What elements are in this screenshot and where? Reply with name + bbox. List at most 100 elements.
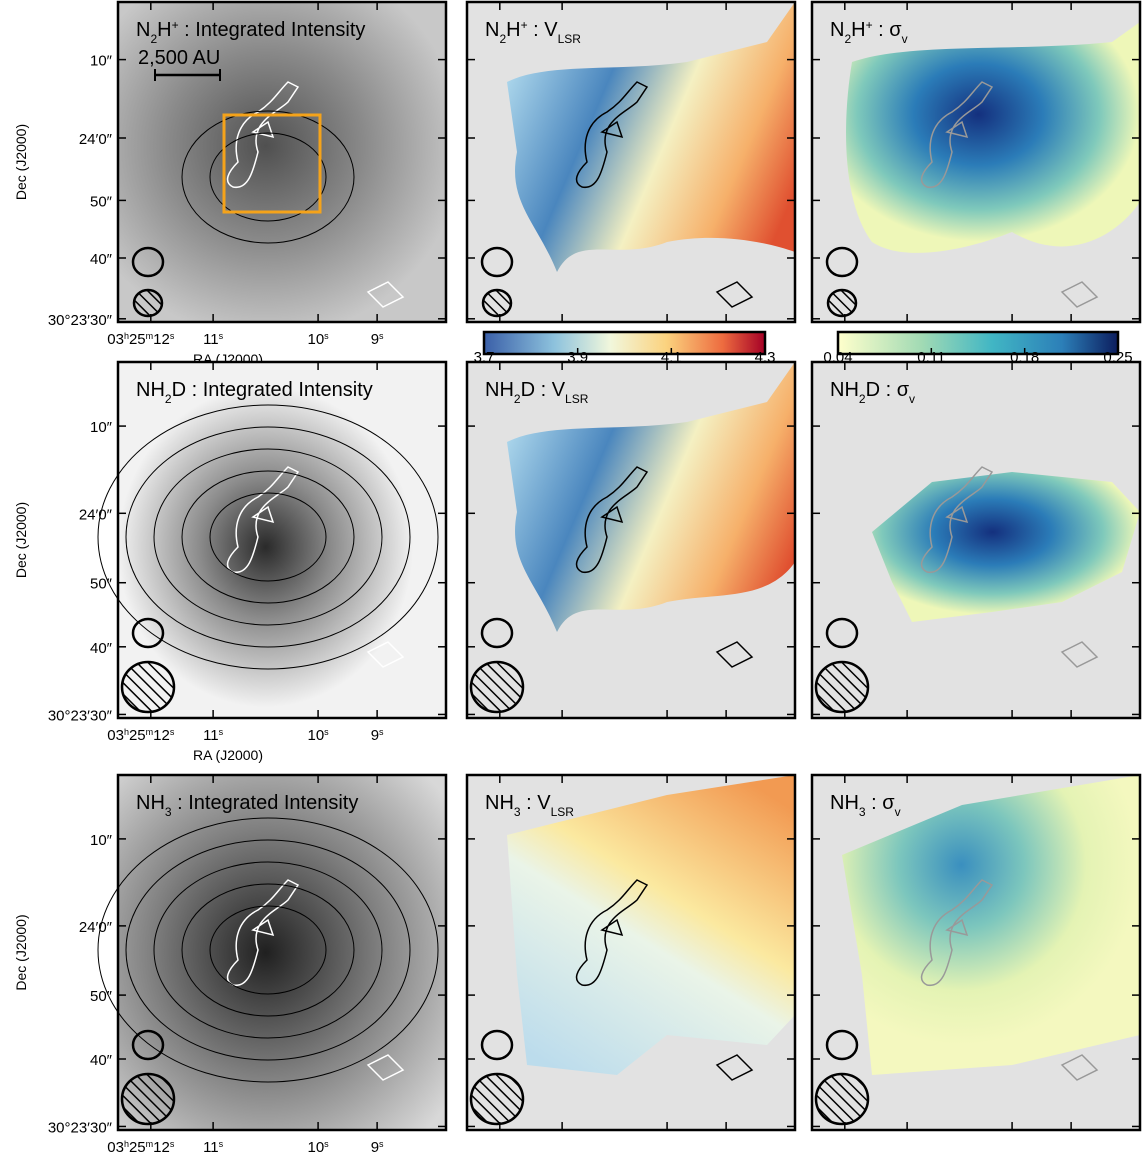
text-run: 2: [150, 32, 157, 46]
x-tick-label: 03h25m12s: [107, 331, 175, 348]
text-run: 3: [514, 805, 521, 819]
text-run: s: [379, 1139, 384, 1149]
colorbar: [482, 330, 767, 356]
text-run: 11: [203, 1139, 219, 1154]
text-run: LSR: [558, 32, 582, 46]
text-run: 9: [371, 1139, 379, 1154]
beam: [825, 246, 859, 278]
y-tick-label: 50″: [90, 193, 113, 210]
text-run: NH: [485, 792, 514, 814]
x-tick-label: 10s: [307, 331, 329, 348]
y-tick-label: 40″: [90, 251, 113, 268]
text-run: 9: [371, 331, 379, 348]
panel-frame: [810, 0, 1142, 324]
y-tick-label: 30°23′30″: [48, 1119, 113, 1136]
text-run: 03: [107, 727, 124, 744]
contour: [715, 1054, 754, 1081]
intensity-contour: [125, 426, 411, 648]
x-tick-label: 11s: [203, 1139, 224, 1154]
beam: [480, 1029, 514, 1061]
contour: [575, 81, 649, 188]
contour: [1060, 281, 1099, 308]
beam-hatched: [132, 288, 164, 318]
text-run: 25: [129, 1139, 146, 1154]
text-run: 2: [514, 392, 521, 406]
text-run: 12: [153, 1139, 170, 1154]
beam-hatched: [469, 660, 525, 714]
text-run: s: [219, 727, 224, 737]
text-run: NH: [485, 379, 514, 401]
panel: N2H+ : VLSR: [465, 0, 797, 324]
panel-frame: [116, 773, 448, 1132]
text-run: H: [506, 19, 520, 41]
x-tick-label: 03h25m12s: [107, 1139, 175, 1154]
y-axis-label: Dec (J2000): [13, 124, 29, 200]
text-run: 25: [129, 727, 146, 744]
text-run: LSR: [565, 392, 589, 406]
panel: NH2D : Integrated Intensity 10″ 24′0″ 50″ 40…: [13, 360, 448, 763]
panel: N2H+ : Integrated Intensity 10″ 24′0″ 50″ 40…: [13, 0, 448, 367]
intensity-contour: [209, 905, 327, 995]
text-run: N: [830, 19, 844, 41]
intensity-contour: [97, 817, 439, 1083]
panel-frame: [465, 773, 797, 1132]
colorbar-tick-label: 0.18: [1010, 349, 1039, 366]
text-run: 03: [107, 331, 124, 348]
beam-hatched: [814, 1072, 870, 1126]
panel-frame: [465, 0, 797, 324]
text-run: 11: [203, 727, 219, 744]
text-run: 2: [844, 32, 851, 46]
y-tick-label: 50″: [90, 576, 113, 593]
x-tick-label: 11s: [203, 331, 224, 348]
velocity-map: [507, 775, 795, 1075]
intensity-contour: [181, 110, 355, 244]
text-run: h: [124, 331, 129, 341]
text-run: D : σ: [866, 379, 910, 401]
contour: [366, 1054, 405, 1081]
contour: [1060, 641, 1099, 668]
y-tick-label: 24′0″: [79, 506, 113, 523]
colorbar-tick-label: 3.7: [474, 349, 495, 366]
dispersion-map: [872, 472, 1140, 622]
beam: [825, 617, 859, 649]
beam-hatched: [120, 1072, 176, 1126]
text-run: : V: [528, 19, 559, 41]
text-run: v: [895, 805, 901, 819]
text-run: D : V: [521, 379, 566, 401]
contour: [920, 466, 994, 573]
panel: NH3 : Integrated Intensity 10″ 24′0″ 50″ 40″…: [13, 773, 448, 1154]
panel-title: NH3 : VLSR: [485, 792, 574, 819]
y-tick-label: 30°23′30″: [48, 312, 113, 329]
intensity-contour: [181, 470, 355, 604]
y-axis-label: Dec (J2000): [13, 914, 29, 990]
x-axis-label: RA (J2000): [193, 747, 263, 763]
colorbar-tick-label: 3.9: [567, 349, 588, 366]
text-run: 10: [307, 331, 324, 348]
text-run: s: [324, 331, 329, 341]
y-tick-label: 50″: [90, 988, 113, 1005]
text-run: 9: [371, 727, 379, 744]
beam: [131, 246, 165, 278]
x-tick-label: 11s: [203, 727, 224, 744]
map-background: [118, 362, 446, 718]
text-run: s: [379, 331, 384, 341]
y-tick-label: 40″: [90, 640, 113, 657]
text-run: : V: [521, 792, 552, 814]
contour: [226, 466, 300, 573]
text-run: v: [909, 392, 915, 406]
colorbar: [836, 330, 1120, 356]
panel-title: NH2D : Integrated Intensity: [136, 379, 373, 406]
text-run: LSR: [551, 805, 575, 819]
x-tick-label: 10s: [307, 727, 329, 744]
x-tick-label: 03h25m12s: [107, 727, 175, 744]
panel-frame: [810, 773, 1142, 1132]
text-run: 11: [203, 331, 219, 348]
beam: [131, 617, 165, 649]
panel-frame: [465, 360, 797, 720]
panel-title: N2H+ : σv: [830, 18, 908, 46]
panel-frame: [810, 360, 1142, 720]
panel-title: N2H+ : VLSR: [485, 18, 581, 46]
beam: [480, 246, 514, 278]
